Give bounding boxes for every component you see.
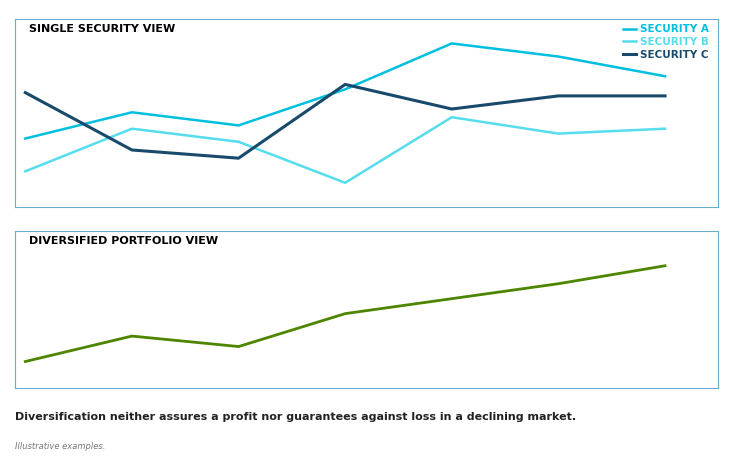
Text: Diversification neither assures a profit nor guarantees against loss in a declin: Diversification neither assures a profit… [15, 413, 576, 422]
Legend: SECURITY A, SECURITY B, SECURITY C: SECURITY A, SECURITY B, SECURITY C [619, 20, 713, 64]
Text: DIVERSIFIED PORTFOLIO VIEW: DIVERSIFIED PORTFOLIO VIEW [29, 236, 218, 246]
Text: SINGLE SECURITY VIEW: SINGLE SECURITY VIEW [29, 24, 175, 34]
Text: Illustrative examples.: Illustrative examples. [15, 442, 105, 451]
